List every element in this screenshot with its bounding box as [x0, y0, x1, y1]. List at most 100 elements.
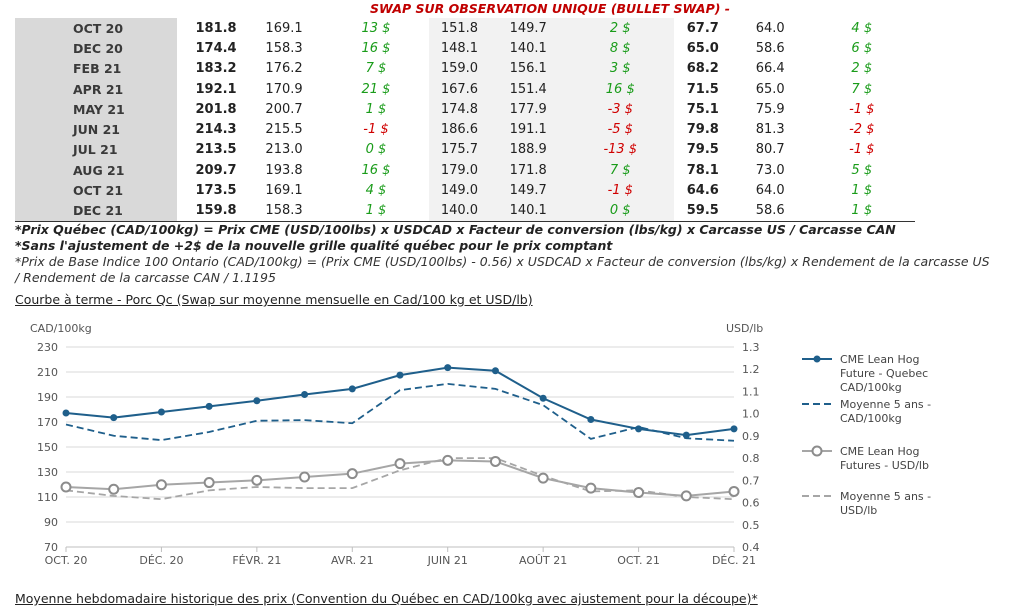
legend-label: CME Lean Hog — [840, 353, 920, 366]
data-point — [633, 487, 645, 499]
y-right-tick-label: 1.3 — [742, 341, 760, 354]
month-cell: OCT 21 — [15, 180, 178, 201]
usd-diff-cell: 2 $ — [851, 61, 873, 77]
y-left-tick-label: 170 — [37, 416, 58, 429]
y-right-tick-label: 0.7 — [742, 474, 760, 487]
usd-diff-cell: -2 $ — [849, 122, 875, 138]
legend-label: Moyenne 5 ans - — [840, 398, 931, 411]
cell-spacer — [177, 180, 186, 200]
quebec-price-cell: 183.2 — [195, 61, 237, 77]
x-tick-label: AOÛT 21 — [519, 554, 567, 567]
data-point — [157, 408, 165, 416]
usd-price-cell: 79.5 — [686, 142, 719, 158]
data-point — [60, 481, 72, 493]
quebec-price-cell: 209.7 — [195, 162, 237, 178]
data-point — [110, 414, 118, 422]
y-right-axis-label: USD/lb — [726, 322, 763, 335]
ontario-price-cell: 174.8 — [429, 99, 490, 120]
table-row: DEC 20 174.4 158.3 16 $ 148.1 140.1 8 $ 65.0 58.… — [15, 38, 915, 59]
ontario-price-cell: 186.6 — [429, 119, 490, 140]
y-left-tick-label: 130 — [37, 466, 58, 479]
y-left-tick-label: 150 — [37, 441, 58, 454]
usd-diff-cell: 1 $ — [851, 183, 873, 199]
table-row: DEC 21 159.8 158.3 1 $140.0 140.1 0 $59.5 58.6… — [15, 200, 915, 222]
usd-diff-cell: -1 $ — [849, 101, 875, 117]
quebec-avg-cell: 200.7 — [265, 101, 303, 117]
ontario-avg-cell: 171.8 — [489, 160, 567, 181]
quebec-price-cell: 173.5 — [195, 183, 237, 199]
usd-price-cell: 68.2 — [686, 61, 719, 77]
y-left-axis-label: CAD/100kg — [30, 322, 92, 335]
x-tick-label: OCT. 21 — [617, 554, 660, 567]
legend-marker — [813, 355, 821, 363]
x-tick-label: DÉC. 20 — [139, 554, 183, 567]
quebec-avg-cell: 158.3 — [265, 40, 303, 56]
data-point — [299, 471, 311, 483]
data-point — [730, 425, 738, 433]
cell-spacer — [177, 18, 186, 38]
data-point — [348, 385, 356, 393]
cell-spacer — [177, 79, 186, 99]
y-right-tick-label: 1.1 — [742, 385, 760, 398]
ontario-diff-cell: 3 $ — [566, 58, 674, 79]
ontario-price-cell: 149.0 — [429, 180, 490, 201]
legend-label: Moyenne 5 ans - — [840, 490, 931, 503]
ontario-diff-cell: 0 $ — [566, 200, 674, 222]
legend-label: CAD/100kg — [840, 412, 902, 425]
quebec-diff-cell: 7 $ — [365, 61, 387, 77]
forward-curve-chart: 70 90 110 130 150 170 190 210 230 0.4 0.5 0.6 0.7 0.8… — [30, 322, 931, 567]
ontario-avg-cell: 149.7 — [489, 180, 567, 201]
legend-label: Futures - USD/lb — [840, 459, 929, 472]
quebec-diff-cell: 16 $ — [361, 40, 391, 56]
ontario-price-cell: 151.8 — [429, 18, 490, 39]
data-point — [396, 371, 404, 379]
y-right-tick-label: 0.4 — [742, 541, 760, 554]
data-point — [587, 416, 595, 423]
legend-label: Future - Quebec — [840, 367, 928, 380]
usd-avg-cell: 64.0 — [755, 20, 785, 36]
ontario-avg-cell: 151.4 — [489, 78, 567, 100]
usd-avg-cell: 64.0 — [755, 183, 785, 199]
data-point — [491, 367, 499, 375]
usd-avg-cell: 66.4 — [755, 61, 785, 77]
ontario-price-cell: 179.0 — [429, 160, 490, 181]
y-left-tick-label: 70 — [44, 541, 58, 554]
data-point — [62, 409, 70, 417]
x-tick-label: FÉVR. 21 — [232, 554, 281, 567]
y-left-tick-label: 190 — [37, 391, 58, 404]
quebec-price-cell: 201.8 — [195, 101, 237, 117]
legend-marker — [811, 445, 823, 457]
table-row: OCT 20 181.8 169.1 13 $ 151.8 149.7 2 $ 67.7 64.… — [15, 18, 915, 39]
table-row: AUG 21 209.7 193.8 16 $ 179.0 171.8 7 $ 78.1 73.… — [15, 160, 915, 181]
x-tick-label: JUIN 21 — [427, 554, 468, 567]
ontario-diff-cell: 16 $ — [566, 78, 674, 100]
y-right-tick-label: 0.9 — [742, 430, 760, 443]
y-right-tick-label: 0.6 — [742, 497, 760, 510]
data-point — [442, 454, 454, 466]
y-left-tick-label: 230 — [37, 341, 58, 354]
usd-diff-cell: 4 $ — [851, 20, 873, 36]
usd-price-cell: 79.8 — [686, 122, 719, 138]
ontario-avg-cell: 177.9 — [489, 99, 567, 120]
data-point — [680, 490, 692, 502]
quebec-avg-cell: 215.5 — [265, 122, 303, 138]
data-point — [205, 402, 213, 410]
quebec-diff-cell: 1 $ — [365, 101, 387, 117]
legend-label: CME Lean Hog — [840, 445, 920, 458]
y-right-tick-label: 1.0 — [742, 408, 760, 421]
usd-diff-cell: -1 $ — [849, 142, 875, 158]
month-cell: DEC 21 — [15, 200, 178, 222]
x-tick-label: AVR. 21 — [331, 554, 374, 567]
month-cell: DEC 20 — [15, 38, 178, 59]
series-line — [65, 457, 735, 501]
month-cell: OCT 20 — [15, 18, 178, 39]
quebec-diff-cell: -1 $ — [363, 122, 389, 138]
data-point — [155, 479, 167, 491]
ontario-diff-cell: -1 $ — [566, 180, 674, 201]
usd-price-cell: 65.0 — [686, 40, 719, 56]
section-title-weekly-history: Moyenne hebdomadaire historique des prix… — [15, 591, 758, 606]
data-point — [635, 425, 643, 433]
month-cell: MAY 21 — [15, 99, 178, 120]
cell-spacer — [177, 38, 186, 58]
y-left-tick-label: 90 — [44, 516, 58, 529]
